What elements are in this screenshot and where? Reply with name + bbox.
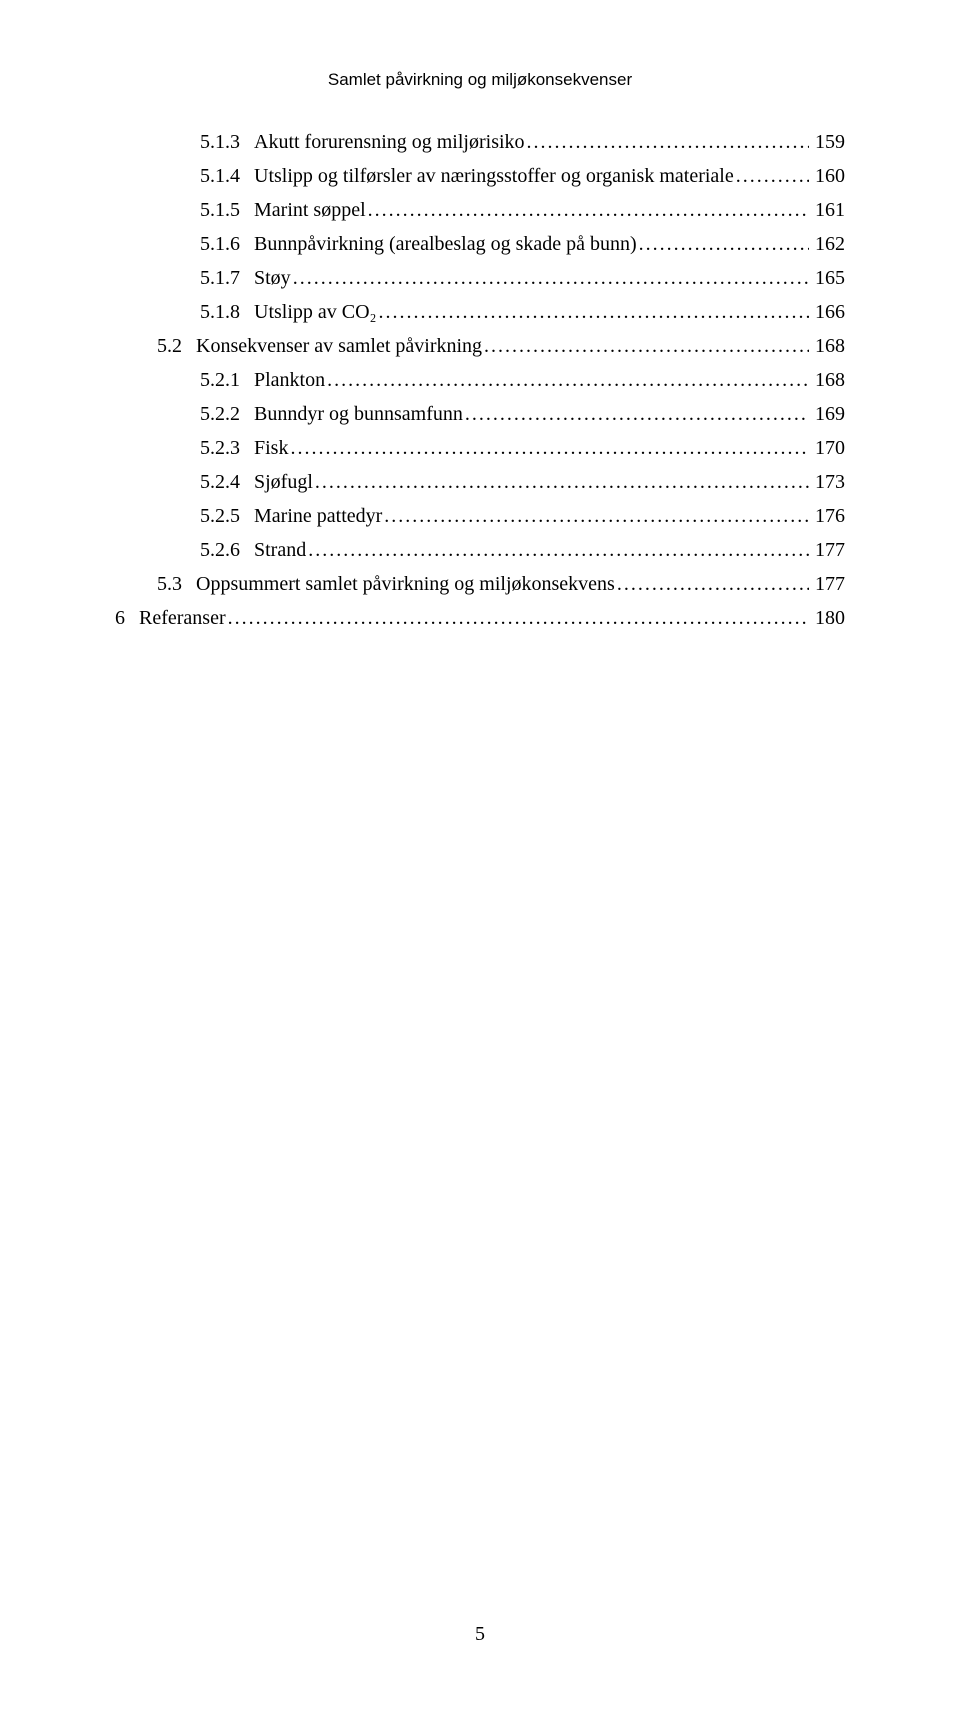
page-number: 5	[0, 1623, 960, 1646]
toc-entry-title: Bunndyr og bunnsamfunn	[254, 404, 463, 424]
toc-entry-page: 162	[811, 234, 845, 254]
running-header: Samlet påvirkning og miljøkonsekvenser	[115, 70, 845, 90]
toc-entry: 6Referanser 180	[115, 608, 845, 628]
toc-entry: 5.2Konsekvenser av samlet påvirkning 168	[115, 336, 845, 356]
toc-entry-title: Marine pattedyr	[254, 506, 382, 526]
toc-entry: 5.1.5Marint søppel 161	[115, 200, 845, 220]
toc-entry-page: 176	[811, 506, 845, 526]
toc-leader-dots	[327, 370, 809, 390]
toc-entry: 5.2.3Fisk 170	[115, 438, 845, 458]
toc-entry-page: 177	[811, 574, 845, 594]
toc-entry-title: Bunnpåvirkning (arealbeslag og skade på …	[254, 234, 637, 254]
toc-entry-page: 170	[811, 438, 845, 458]
toc-entry-title: Fisk	[254, 438, 288, 458]
toc-leader-dots	[484, 336, 809, 356]
toc-entry-page: 168	[811, 336, 845, 356]
toc-entry-title: Referanser	[139, 608, 226, 628]
toc-entry-page: 160	[811, 166, 845, 186]
toc-entry-number: 5.1.6	[200, 234, 254, 254]
toc-leader-dots	[465, 404, 809, 424]
toc-entry-number: 5.1.5	[200, 200, 254, 220]
toc-entry-page: 180	[811, 608, 845, 628]
toc-leader-dots	[639, 234, 809, 254]
toc-entry-page: 173	[811, 472, 845, 492]
toc-entry-title: Utslipp og tilførsler av næringsstoffer …	[254, 166, 734, 186]
toc-leader-dots	[290, 438, 809, 458]
toc-entry-number: 5.2.3	[200, 438, 254, 458]
toc-entry-number: 5.2.6	[200, 540, 254, 560]
toc-leader-dots	[293, 268, 809, 288]
toc-leader-dots	[384, 506, 809, 526]
toc-entry: 5.1.7Støy 165	[115, 268, 845, 288]
toc-entry-title: Sjøfugl	[254, 472, 313, 492]
toc-entry-title: Akutt forurensning og miljørisiko	[254, 132, 525, 152]
toc-entry-page: 177	[811, 540, 845, 560]
table-of-contents: 5.1.3Akutt forurensning og miljørisiko 15…	[115, 132, 845, 628]
toc-entry-title: Utslipp av CO₂	[254, 302, 377, 322]
toc-entry-title: Oppsummert samlet påvirkning og miljøkon…	[196, 574, 615, 594]
toc-entry-title: Konsekvenser av samlet påvirkning	[196, 336, 482, 356]
toc-entry: 5.3Oppsummert samlet påvirkning og miljø…	[115, 574, 845, 594]
toc-entry: 5.2.1Plankton 168	[115, 370, 845, 390]
toc-entry-number: 5.2.5	[200, 506, 254, 526]
toc-entry-page: 169	[811, 404, 845, 424]
page: Samlet påvirkning og miljøkonsekvenser 5…	[0, 0, 960, 1711]
toc-entry-number: 5.2.4	[200, 472, 254, 492]
toc-leader-dots	[228, 608, 809, 628]
toc-leader-dots	[315, 472, 809, 492]
toc-leader-dots	[308, 540, 809, 560]
toc-entry: 5.1.4Utslipp og tilførsler av næringssto…	[115, 166, 845, 186]
toc-leader-dots	[379, 302, 809, 322]
toc-entry-number: 5.2	[157, 336, 196, 356]
toc-entry: 5.2.4Sjøfugl 173	[115, 472, 845, 492]
toc-entry-number: 5.2.2	[200, 404, 254, 424]
toc-entry-number: 5.3	[157, 574, 196, 594]
toc-entry-page: 161	[811, 200, 845, 220]
toc-entry: 5.2.6Strand 177	[115, 540, 845, 560]
toc-entry-number: 5.1.3	[200, 132, 254, 152]
toc-entry-page: 159	[811, 132, 845, 152]
toc-leader-dots	[527, 132, 809, 152]
toc-entry-number: 6	[115, 608, 139, 628]
toc-entry-page: 168	[811, 370, 845, 390]
toc-entry-title: Støy	[254, 268, 291, 288]
toc-entry: 5.1.3Akutt forurensning og miljørisiko 15…	[115, 132, 845, 152]
toc-entry-page: 165	[811, 268, 845, 288]
toc-entry-number: 5.2.1	[200, 370, 254, 390]
toc-entry: 5.2.2Bunndyr og bunnsamfunn 169	[115, 404, 845, 424]
toc-entry-number: 5.1.7	[200, 268, 254, 288]
toc-entry: 5.1.8Utslipp av CO₂ 166	[115, 302, 845, 322]
toc-entry-number: 5.1.4	[200, 166, 254, 186]
toc-entry: 5.1.6Bunnpåvirkning (arealbeslag og skad…	[115, 234, 845, 254]
toc-leader-dots	[617, 574, 809, 594]
toc-entry-title: Strand	[254, 540, 306, 560]
toc-leader-dots	[736, 166, 809, 186]
toc-entry-page: 166	[811, 302, 845, 322]
toc-entry-title: Plankton	[254, 370, 325, 390]
toc-entry-title: Marint søppel	[254, 200, 366, 220]
toc-leader-dots	[368, 200, 809, 220]
toc-entry: 5.2.5Marine pattedyr 176	[115, 506, 845, 526]
toc-entry-number: 5.1.8	[200, 302, 254, 322]
